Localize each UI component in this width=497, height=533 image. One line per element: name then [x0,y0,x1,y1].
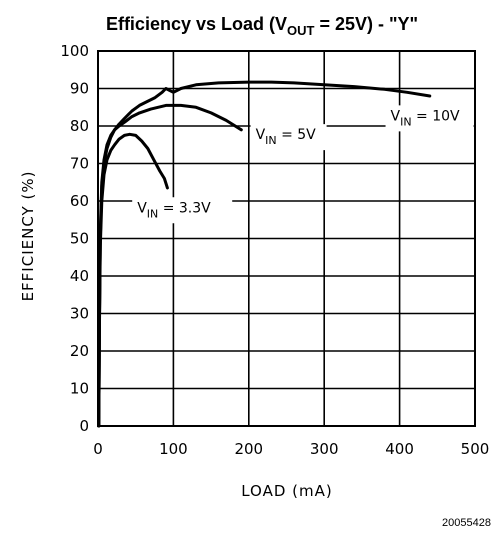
chart-title-subscript: OUT [287,23,315,38]
y-tick-label: 30 [70,305,89,323]
plot-frame [97,50,476,427]
curve-label-bg-2 [132,197,233,224]
y-tick-label: 100 [60,42,89,60]
curve-label-bg-0 [385,105,474,132]
y-tick-label: 20 [70,342,89,360]
y-tick-label: 50 [70,230,89,248]
series-line-2 [97,132,169,428]
y-tick-label: 0 [79,417,89,435]
y-tick-label: 60 [70,192,89,210]
x-tick-label: 100 [159,440,188,458]
x-tick-label: 200 [234,440,263,458]
curve-labels: VIN = 10V VIN = 5V VIN = 3.3V [132,105,474,224]
x-axis-label: LOAD (mA) [241,482,333,500]
x-tick-label: 0 [93,440,103,458]
y-tick-label: 10 [70,380,89,398]
series-line-1 [97,103,243,428]
chart-title-prefix: Efficiency vs Load (V [106,14,287,34]
curve-label-1: VIN = 5V [256,127,317,147]
x-tick-label: 300 [310,440,339,458]
tick-labels: 0 10 20 30 40 50 60 70 80 90 100 0 100 200 300 400 500 [60,42,489,458]
series-lines [97,80,432,428]
chart-title-suffix: = 25V) - "Y" [314,14,418,34]
y-tick-label: 40 [70,267,89,285]
y-tick-label: 80 [70,117,89,135]
curve-label-bg-1 [250,124,327,151]
x-tick-label: 400 [385,440,414,458]
y-axis-label: EFFICIENCY (%) [19,171,37,302]
curve-label-2: VIN = 3.3V [137,200,211,220]
figure-id: 20055428 [442,517,491,529]
chart-title: Efficiency vs Load (VOUT = 25V) - "Y" [106,14,418,38]
curve-label-0: VIN = 10V [391,108,461,128]
y-tick-label: 90 [70,80,89,98]
x-tick-label: 500 [461,440,490,458]
y-tick-label: 70 [70,155,89,173]
